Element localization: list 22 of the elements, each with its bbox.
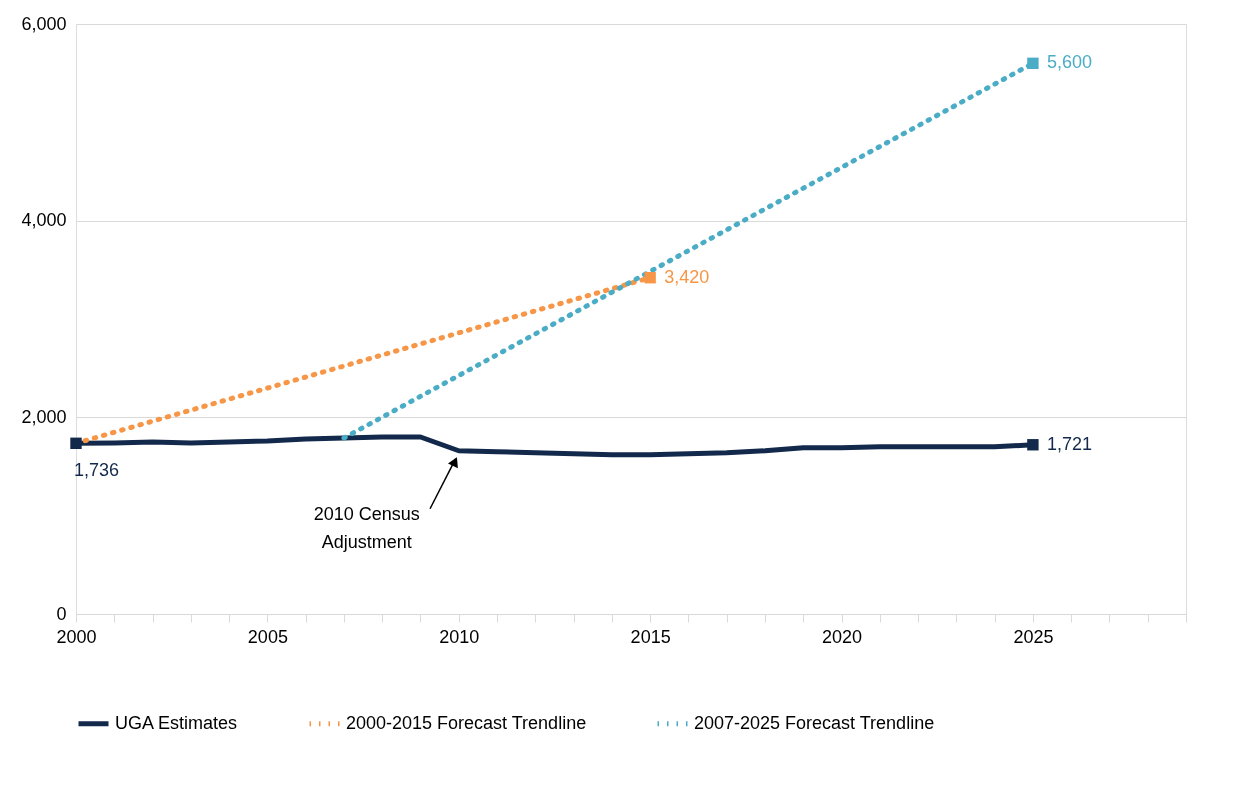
x-tick-label: 2020 xyxy=(821,626,863,647)
data-label: 3,420 xyxy=(664,266,710,287)
legend-label: 2000-2015 Forecast Trendline xyxy=(346,712,587,733)
point xyxy=(1027,439,1039,451)
data-label: 5,600 xyxy=(1046,52,1092,73)
point xyxy=(70,437,82,449)
y-tick-label: 0 xyxy=(56,603,67,624)
x-tick-label: 2005 xyxy=(247,626,288,647)
point xyxy=(644,272,656,284)
x-tick-label: 2010 xyxy=(439,626,480,647)
legend-label: 2007-2025 Forecast Trendline xyxy=(694,712,935,733)
data-label: 1,736 xyxy=(74,460,120,481)
point xyxy=(1027,57,1039,70)
y-tick-label: 2,000 xyxy=(21,406,67,427)
data-label: 1,721 xyxy=(1046,433,1092,454)
annotation: 2010 Census Adjustment xyxy=(313,503,420,552)
y-tick-label: 6,000 xyxy=(21,13,67,34)
y-tick-label: 4,000 xyxy=(21,210,67,231)
x-tick-label: 2025 xyxy=(1013,626,1054,647)
x-tick-label: 2015 xyxy=(630,626,671,647)
x-tick-label: 2000 xyxy=(56,626,97,647)
legend-label: UGA Estimates xyxy=(115,712,238,733)
